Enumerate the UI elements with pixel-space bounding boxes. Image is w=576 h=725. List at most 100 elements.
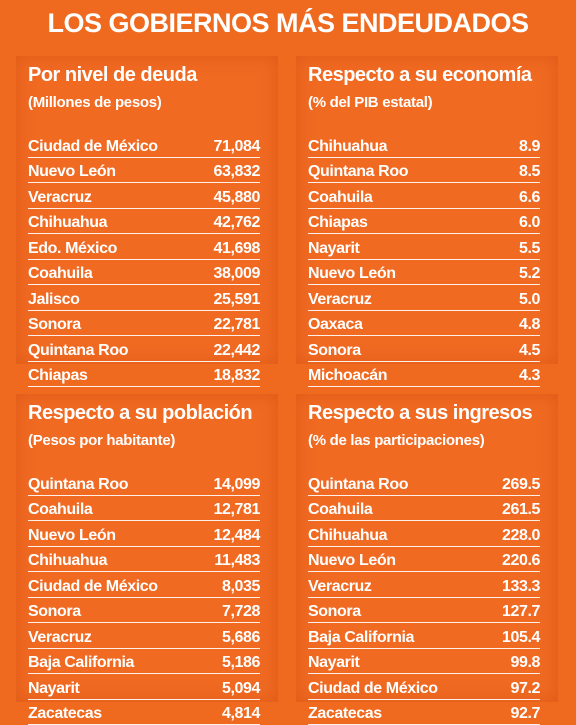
ranking-row: Chihuahua 228.0 <box>308 521 540 547</box>
state-value: 71,084 <box>213 137 260 155</box>
state-name: Quintana Roo <box>308 163 409 180</box>
state-value: 6.0 <box>518 214 540 231</box>
panel-debt-level: Por nivel de deuda (Millones de pesos) C… <box>16 56 278 387</box>
state-value: 228.0 <box>501 526 540 544</box>
state-value: 127.7 <box>501 603 540 620</box>
state-value: 269.5 <box>501 475 540 493</box>
panel-subtitle: (% del PIB estatal) <box>308 94 433 111</box>
state-name: Coahuila <box>28 501 93 518</box>
ranking-row: Coahuila 38,009 <box>28 260 260 285</box>
state-name: Nuevo León <box>308 265 396 282</box>
state-name: Coahuila <box>28 265 93 282</box>
ranking-list: Chihuahua 8.9 Quintana Roo 8.5 Coahuila 6.6 Ch… <box>308 132 540 387</box>
state-name: Coahuila <box>308 188 373 206</box>
state-value: 99.8 <box>510 654 540 671</box>
ranking-row: Oaxaca 4.8 <box>308 311 540 336</box>
state-value: 4.5 <box>518 341 540 359</box>
state-value: 105.4 <box>501 628 540 646</box>
state-name: Chihuahua <box>28 552 108 569</box>
panel-population: Respecto a su población (Pesos por habit… <box>16 394 278 725</box>
panel-title: Respecto a su economía <box>308 64 532 86</box>
state-value: 133.3 <box>501 577 540 595</box>
state-name: Michoacán <box>308 367 388 384</box>
ranking-row: Quintana Roo 8.5 <box>308 158 540 183</box>
state-value: 8.9 <box>518 137 540 155</box>
state-name: Ciudad de México <box>28 137 158 155</box>
state-value: 5,094 <box>221 679 260 697</box>
panel-title: Respecto a su población <box>28 402 253 424</box>
ranking-row: Sonora 4.5 <box>308 336 540 362</box>
state-name: Ciudad de México <box>308 679 438 697</box>
state-value: 25,591 <box>213 290 260 308</box>
state-value: 5,686 <box>221 628 260 646</box>
state-name: Sonora <box>28 316 81 333</box>
panel-title: Por nivel de deuda <box>28 64 197 86</box>
ranking-row: Chiapas 6.0 <box>308 209 540 234</box>
state-value: 4,814 <box>221 705 260 722</box>
ranking-row: Quintana Roo 269.5 <box>308 470 540 496</box>
state-name: Chihuahua <box>28 214 108 231</box>
state-name: Nuevo León <box>28 163 116 180</box>
ranking-row: Sonora 7,728 <box>28 598 260 623</box>
ranking-row: Nayarit 99.8 <box>308 649 540 674</box>
ranking-row: Chihuahua 42,762 <box>28 209 260 234</box>
ranking-row: Zacatecas 4,814 <box>28 700 260 725</box>
ranking-row: Jalisco 25,591 <box>28 285 260 311</box>
state-name: Quintana Roo <box>28 341 129 359</box>
ranking-row: Nuevo León 63,832 <box>28 158 260 183</box>
state-value: 5.0 <box>518 290 540 308</box>
state-name: Sonora <box>28 603 81 620</box>
ranking-row: Nayarit 5,094 <box>28 674 260 700</box>
state-name: Zacatecas <box>28 705 102 722</box>
state-value: 45,880 <box>213 188 260 206</box>
state-value: 11,483 <box>214 552 260 569</box>
state-value: 5,186 <box>221 654 260 671</box>
state-name: Chiapas <box>308 214 368 231</box>
state-name: Edo. México <box>28 239 117 257</box>
state-name: Nayarit <box>308 239 360 257</box>
state-name: Jalisco <box>28 290 80 308</box>
state-value: 5.2 <box>518 265 540 282</box>
state-name: Nuevo León <box>308 552 396 569</box>
ranking-row: Nuevo León 220.6 <box>308 547 540 572</box>
state-name: Coahuila <box>308 501 373 518</box>
state-name: Baja California <box>28 654 135 671</box>
ranking-row: Baja California 5,186 <box>28 649 260 674</box>
ranking-row: Ciudad de México 97.2 <box>308 674 540 700</box>
state-name: Zacatecas <box>308 705 382 722</box>
state-value: 8,035 <box>221 577 260 595</box>
state-value: 4.3 <box>518 367 540 384</box>
ranking-row: Coahuila 12,781 <box>28 496 260 521</box>
state-name: Chiapas <box>28 367 88 384</box>
ranking-row: Chihuahua 11,483 <box>28 547 260 572</box>
ranking-row: Coahuila 261.5 <box>308 496 540 521</box>
ranking-row: Veracruz 5.0 <box>308 285 540 311</box>
state-name: Sonora <box>308 341 361 359</box>
state-value: 4.8 <box>518 316 540 333</box>
ranking-row: Quintana Roo 22,442 <box>28 336 260 362</box>
state-name: Veracruz <box>28 188 92 206</box>
ranking-row: Ciudad de México 8,035 <box>28 572 260 598</box>
ranking-row: Chihuahua 8.9 <box>308 132 540 158</box>
ranking-row: Ciudad de México 71,084 <box>28 132 260 158</box>
state-value: 220.6 <box>501 552 540 569</box>
ranking-row: Nuevo León 5.2 <box>308 260 540 285</box>
state-value: 12,781 <box>213 501 260 518</box>
state-value: 5.5 <box>518 239 540 257</box>
ranking-row: Sonora 22,781 <box>28 311 260 336</box>
panel-subtitle: (Pesos por habitante) <box>28 432 176 449</box>
ranking-list: Ciudad de México 71,084 Nuevo León 63,832 Ve… <box>28 132 260 387</box>
state-name: Chihuahua <box>308 137 388 155</box>
panel-subtitle: (Millones de pesos) <box>28 94 162 111</box>
ranking-row: Michoacán 4.3 <box>308 362 540 387</box>
ranking-row: Zacatecas 92.7 <box>308 700 540 725</box>
state-name: Veracruz <box>28 628 92 646</box>
state-value: 22,442 <box>213 341 260 359</box>
state-value: 97.2 <box>510 679 540 697</box>
ranking-row: Edo. México 41,698 <box>28 234 260 260</box>
ranking-row: Veracruz 5,686 <box>28 623 260 649</box>
state-value: 42,762 <box>213 214 260 231</box>
state-name: Veracruz <box>308 577 372 595</box>
state-name: Chihuahua <box>308 526 388 544</box>
panel-subtitle: (% de las participaciones) <box>308 432 485 449</box>
